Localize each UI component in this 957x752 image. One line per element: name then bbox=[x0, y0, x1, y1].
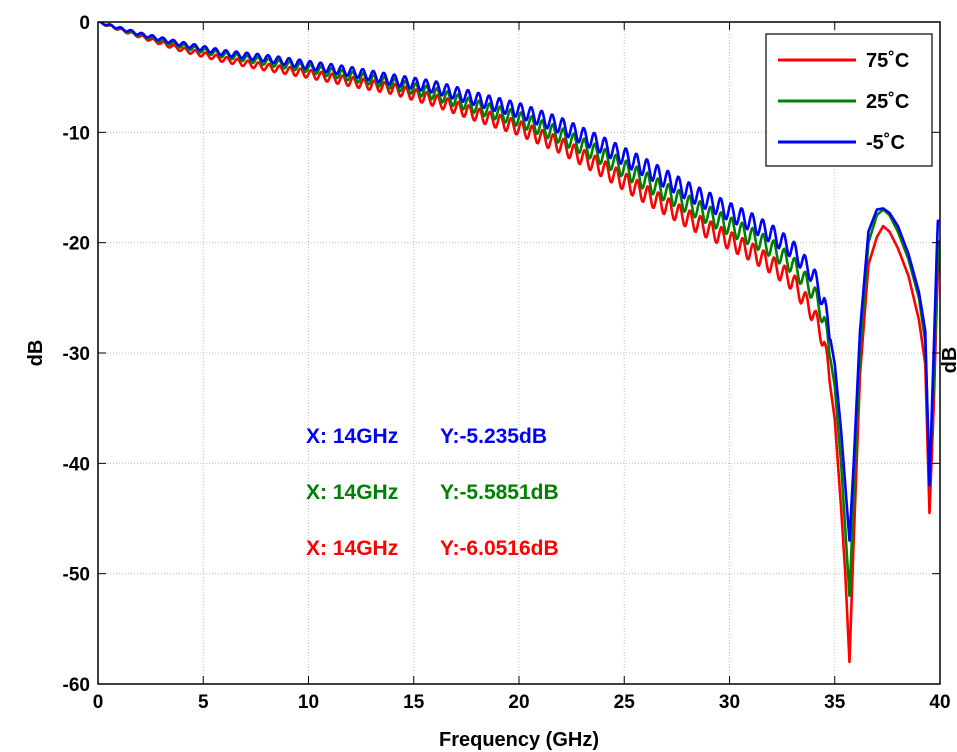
x-tick-label: 25 bbox=[614, 692, 636, 713]
x-tick-label: 35 bbox=[824, 692, 846, 713]
x-tick-label: 10 bbox=[298, 692, 319, 713]
tick-labels: 0 5 10 15 20 25 30 35 40 0 -10 -20 -30 -40 -50 -60 bbox=[63, 13, 951, 713]
x-tick-label: 15 bbox=[403, 692, 425, 713]
x-tick-label: 0 bbox=[93, 692, 104, 713]
y-tick-label: -50 bbox=[63, 565, 90, 586]
series-line-5c bbox=[98, 22, 940, 542]
x-tick-label: 5 bbox=[198, 692, 209, 713]
x-tick-label: 30 bbox=[719, 692, 740, 713]
y-tick-label: -40 bbox=[63, 454, 90, 475]
x-tick-label: 20 bbox=[508, 692, 529, 713]
y-axis-label: dB bbox=[25, 340, 47, 367]
legend-label: 75˚C bbox=[866, 49, 909, 72]
annotation-y: Y:-6.0516dB bbox=[440, 537, 559, 560]
annotation-x: X: 14GHz bbox=[306, 537, 398, 560]
x-axis-label: Frequency (GHz) bbox=[439, 729, 599, 751]
x-tick-label: 40 bbox=[929, 692, 950, 713]
y-tick-label: -20 bbox=[63, 234, 90, 255]
annotation-y: Y:-5.5851dB bbox=[440, 481, 559, 504]
right-axis-label: dB bbox=[939, 347, 957, 374]
legend-label: 25˚C bbox=[866, 90, 909, 113]
axis-ticks bbox=[97, 21, 941, 685]
y-tick-label: 0 bbox=[79, 13, 90, 34]
legend: 75˚C 25˚C -5˚C bbox=[765, 33, 933, 167]
annotation-y: Y:-5.235dB bbox=[440, 425, 547, 448]
series-layer bbox=[98, 22, 940, 664]
legend-label: -5˚C bbox=[866, 131, 905, 154]
series-line-75c bbox=[98, 22, 940, 664]
annotation-x: X: 14GHz bbox=[306, 481, 398, 504]
annotation-x: X: 14GHz bbox=[306, 425, 398, 448]
annotations: X: 14GHz Y:-5.235dB X: 14GHz Y:-5.5851dB X: … bbox=[306, 425, 559, 560]
y-tick-label: -10 bbox=[63, 123, 90, 144]
y-tick-label: -30 bbox=[63, 344, 90, 365]
y-tick-label: -60 bbox=[63, 675, 90, 696]
